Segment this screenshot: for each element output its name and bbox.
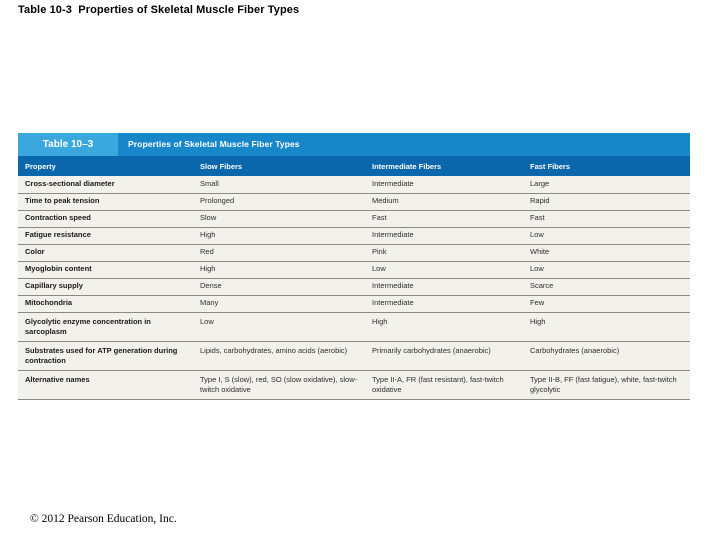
slow-cell: Lipids, carbohydrates, amino acids (aero… <box>200 345 348 355</box>
slow-cell: Red <box>200 247 214 257</box>
property-cell: Myoglobin content <box>25 264 92 274</box>
copyright-text: © 2012 Pearson Education, Inc. <box>30 513 177 525</box>
table-header-row: Property Slow Fibers Intermediate Fibers… <box>18 156 690 176</box>
property-cell: Capillary supply <box>25 281 83 291</box>
slow-cell: Slow <box>200 213 217 223</box>
table-row: Fatigue resistance High Intermediate Low <box>18 227 690 244</box>
intermediate-cell: Intermediate <box>372 230 414 240</box>
table-row: Myoglobin content High Low Low <box>18 261 690 278</box>
property-cell: Mitochondria <box>25 298 73 308</box>
slow-cell: High <box>200 264 216 274</box>
intermediate-cell: High <box>372 316 388 326</box>
slow-cell: Low <box>200 316 214 326</box>
fast-cell: Scarce <box>530 281 554 291</box>
column-header-property: Property <box>25 161 56 171</box>
fast-cell: High <box>530 316 546 326</box>
intermediate-cell: Intermediate <box>372 298 414 308</box>
table-row: Alternative names Type I, S (slow), red,… <box>18 370 690 399</box>
table-row: Substrates used for ATP generation durin… <box>18 341 690 370</box>
table-body: Cross-sectional diameter Small Intermedi… <box>18 176 690 399</box>
property-cell: Alternative names <box>25 374 90 384</box>
property-cell: Fatigue resistance <box>25 230 91 240</box>
table-row: Glycolytic enzyme concentration in sarco… <box>18 312 690 341</box>
slow-cell: Prolonged <box>200 196 235 206</box>
property-cell: Glycolytic enzyme concentration in sarco… <box>25 316 151 336</box>
intermediate-cell: Intermediate <box>372 179 414 189</box>
fast-cell: Low <box>530 230 544 240</box>
fast-cell: Fast <box>530 213 545 223</box>
intermediate-cell: Intermediate <box>372 281 414 291</box>
property-cell: Time to peak tension <box>25 196 100 206</box>
fiber-types-table: Property Slow Fibers Intermediate Fibers… <box>18 156 690 400</box>
table-title-bar: Table 10–3 Properties of Skeletal Muscle… <box>18 133 690 156</box>
table-row: Contraction speed Slow Fast Fast <box>18 210 690 227</box>
intermediate-cell: Low <box>372 264 386 274</box>
slide-title: Table 10-3 Properties of Skeletal Muscle… <box>18 4 300 16</box>
property-cell: Substrates used for ATP generation durin… <box>25 345 178 365</box>
fast-cell: Rapid <box>530 196 550 206</box>
intermediate-cell: Medium <box>372 196 399 206</box>
table-row: Cross-sectional diameter Small Intermedi… <box>18 176 690 193</box>
table-graphic: Table 10–3 Properties of Skeletal Muscle… <box>18 133 690 400</box>
fast-cell: Low <box>530 264 544 274</box>
fast-cell: White <box>530 247 550 257</box>
slow-cell: Small <box>200 179 219 189</box>
intermediate-cell: Pink <box>372 247 387 257</box>
column-header-slow-fibers: Slow Fibers <box>200 161 243 171</box>
property-cell: Color <box>25 247 45 257</box>
slow-cell: Type I, S (slow), red, SO (slow oxidativ… <box>200 374 358 394</box>
fast-cell: Large <box>530 179 550 189</box>
slow-cell: High <box>200 230 216 240</box>
column-header-fast-fibers: Fast Fibers <box>530 161 571 171</box>
fast-cell: Few <box>530 298 545 308</box>
slow-cell: Dense <box>200 281 222 291</box>
property-cell: Cross-sectional diameter <box>25 179 115 189</box>
fast-cell: Carbohydrates (anaerobic) <box>530 345 620 355</box>
column-header-intermediate-fibers: Intermediate Fibers <box>372 161 442 171</box>
table-title: Properties of Skeletal Muscle Fiber Type… <box>128 139 300 149</box>
intermediate-cell: Primarily carbohydrates (anaerobic) <box>372 345 491 355</box>
table-row: Mitochondria Many Intermediate Few <box>18 295 690 312</box>
table-row: Color Red Pink White <box>18 244 690 261</box>
property-cell: Contraction speed <box>25 213 91 223</box>
fast-cell: Type II-B, FF (fast fatigue), white, fas… <box>530 374 677 394</box>
table-number-tab: Table 10–3 <box>18 133 118 156</box>
table-row: Time to peak tension Prolonged Medium Ra… <box>18 193 690 210</box>
intermediate-cell: Type II-A, FR (fast resistant), fast-twi… <box>372 374 504 394</box>
slow-cell: Many <box>200 298 219 308</box>
table-row: Capillary supply Dense Intermediate Scar… <box>18 278 690 295</box>
intermediate-cell: Fast <box>372 213 387 223</box>
